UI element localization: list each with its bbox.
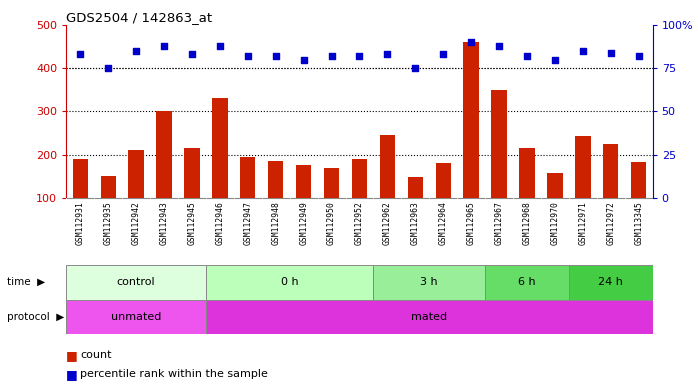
- Text: GSM112946: GSM112946: [216, 201, 224, 245]
- Bar: [519, 148, 535, 198]
- Bar: [631, 162, 646, 198]
- Text: ■: ■: [66, 349, 78, 362]
- Point: [521, 53, 533, 59]
- Text: time: time: [0, 383, 1, 384]
- Bar: [324, 167, 339, 198]
- Text: 6 h: 6 h: [518, 277, 536, 287]
- Bar: [206, 265, 373, 300]
- Text: GSM112972: GSM112972: [607, 201, 615, 245]
- Text: percentile rank within the sample: percentile rank within the sample: [80, 369, 268, 379]
- Point: [186, 51, 198, 57]
- Text: GSM112971: GSM112971: [579, 201, 587, 245]
- Point: [466, 39, 477, 45]
- Bar: [268, 161, 283, 198]
- Point: [298, 56, 309, 63]
- Text: GSM112964: GSM112964: [439, 201, 447, 245]
- Bar: [206, 300, 653, 334]
- Bar: [463, 42, 479, 198]
- Text: GSM112935: GSM112935: [104, 201, 112, 245]
- Point: [103, 65, 114, 71]
- Text: GSM113345: GSM113345: [634, 201, 643, 245]
- Point: [131, 48, 142, 54]
- Point: [382, 51, 393, 57]
- Bar: [73, 159, 88, 198]
- Text: GSM112943: GSM112943: [160, 201, 168, 245]
- Point: [438, 51, 449, 57]
- Bar: [184, 148, 200, 198]
- Text: GSM112963: GSM112963: [411, 201, 419, 245]
- Bar: [485, 265, 569, 300]
- Text: protocol  ▶: protocol ▶: [7, 312, 64, 322]
- Text: GSM112967: GSM112967: [495, 201, 503, 245]
- Bar: [603, 144, 618, 198]
- Point: [326, 53, 337, 59]
- Point: [270, 53, 281, 59]
- Bar: [296, 166, 311, 198]
- Text: GSM112970: GSM112970: [551, 201, 559, 245]
- Text: ■: ■: [66, 368, 78, 381]
- Text: GSM112965: GSM112965: [467, 201, 475, 245]
- Text: time  ▶: time ▶: [7, 277, 45, 287]
- Bar: [156, 111, 172, 198]
- Text: GSM112949: GSM112949: [299, 201, 308, 245]
- Bar: [436, 163, 451, 198]
- Text: GDS2504 / 142863_at: GDS2504 / 142863_at: [66, 11, 212, 24]
- Text: unmated: unmated: [111, 312, 161, 322]
- Bar: [352, 159, 367, 198]
- Text: mated: mated: [411, 312, 447, 322]
- Text: GSM112931: GSM112931: [76, 201, 84, 245]
- Text: 3 h: 3 h: [420, 277, 438, 287]
- Point: [214, 43, 225, 49]
- Text: GSM112950: GSM112950: [327, 201, 336, 245]
- Bar: [212, 98, 228, 198]
- Bar: [240, 157, 255, 198]
- Bar: [66, 300, 206, 334]
- Text: GSM112968: GSM112968: [523, 201, 531, 245]
- Bar: [575, 136, 591, 198]
- Text: GSM112962: GSM112962: [383, 201, 392, 245]
- Text: control: control: [117, 277, 156, 287]
- Point: [605, 50, 616, 56]
- Point: [158, 43, 170, 49]
- Bar: [547, 173, 563, 198]
- Text: count: count: [80, 350, 112, 360]
- Point: [577, 48, 588, 54]
- Text: 24 h: 24 h: [598, 277, 623, 287]
- Text: GSM112952: GSM112952: [355, 201, 364, 245]
- Bar: [491, 90, 507, 198]
- Text: 0 h: 0 h: [281, 277, 299, 287]
- Bar: [128, 150, 144, 198]
- Text: GSM112948: GSM112948: [272, 201, 280, 245]
- Point: [493, 43, 505, 49]
- Bar: [380, 135, 395, 198]
- Point: [75, 51, 86, 57]
- Bar: [373, 265, 485, 300]
- Text: GSM112945: GSM112945: [188, 201, 196, 245]
- Bar: [408, 177, 423, 198]
- Point: [410, 65, 421, 71]
- Text: GSM112947: GSM112947: [244, 201, 252, 245]
- Point: [549, 56, 560, 63]
- Bar: [101, 176, 116, 198]
- Bar: [569, 265, 653, 300]
- Point: [354, 53, 365, 59]
- Point: [242, 53, 253, 59]
- Bar: [66, 265, 206, 300]
- Point: [633, 53, 644, 59]
- Text: ▶: ▶: [0, 383, 1, 384]
- Text: GSM112942: GSM112942: [132, 201, 140, 245]
